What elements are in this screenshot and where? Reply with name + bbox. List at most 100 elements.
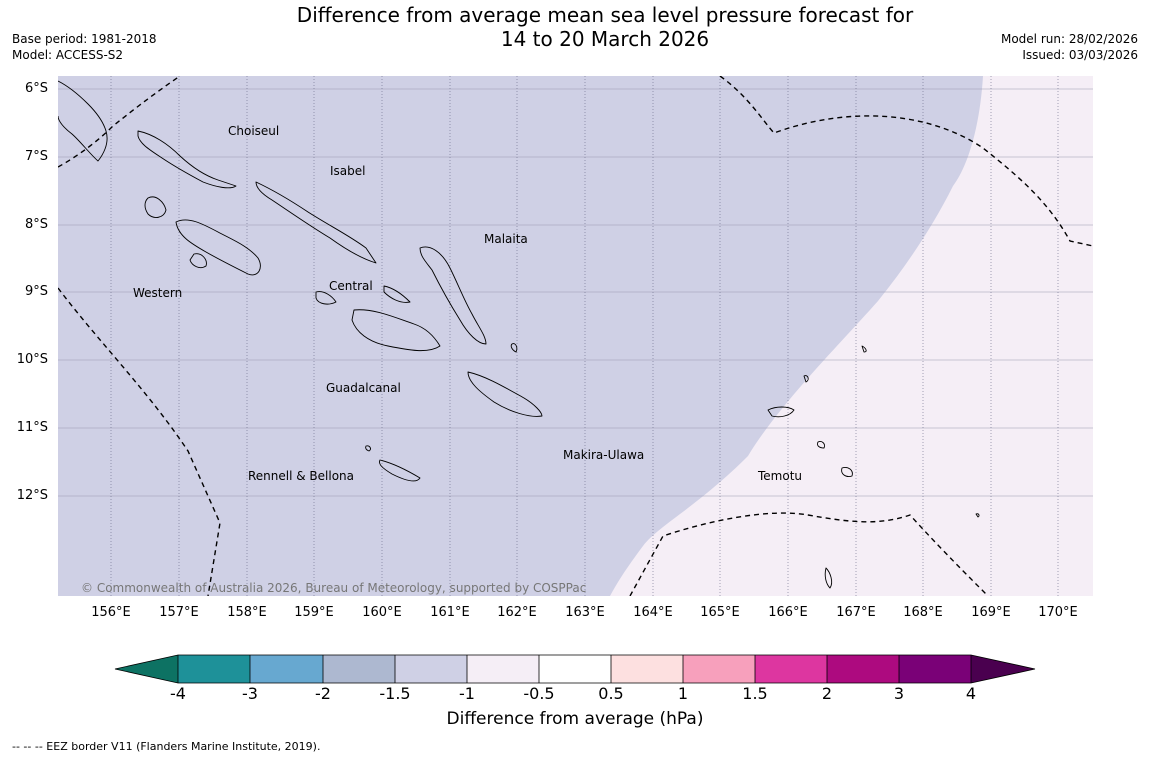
coast-vanikoro: [841, 467, 853, 477]
colorbar-swatch-7: [611, 655, 683, 683]
coast-vella-lavella: [144, 196, 167, 218]
colorbar-swatch-11: [899, 655, 971, 683]
colorbar-label: Difference from average (hPa): [446, 709, 704, 729]
coast-bellona: [365, 445, 371, 452]
region-label-isabel: Isabel: [330, 164, 365, 178]
coast-isabel: [255, 181, 377, 264]
eez-border-png: [58, 76, 181, 168]
region-label-temotu: Temotu: [757, 469, 802, 483]
colorbar-tick-10: 3: [893, 684, 905, 703]
eez-footnote: -- -- -- EEZ border V11 (Flanders Marine…: [12, 740, 321, 753]
lat-label-6s: 6°S: [24, 81, 48, 96]
eez-border-south: [629, 512, 989, 596]
lat-label-9s: 9°S: [24, 284, 48, 299]
coast-reef-islands: [803, 375, 809, 383]
colorbar-swatch-1: [178, 655, 250, 683]
lon-label-165e: 165°E: [700, 605, 740, 620]
lat-label-7s: 7°S: [24, 149, 48, 164]
colorbar-swatch-9: [755, 655, 827, 683]
colorbar-swatch-10: [827, 655, 899, 683]
coast-makira: [467, 371, 543, 417]
coast-guadalcanal: [351, 309, 441, 352]
coast-malaita: [419, 246, 487, 345]
colorbar-swatch-4: [395, 655, 467, 683]
lon-label-159e: 159°E: [294, 605, 334, 620]
lon-label-163e: 163°E: [565, 605, 605, 620]
coast-rennell: [379, 459, 421, 482]
region-label-western: Western: [133, 286, 182, 300]
colorbar-extend-high: [971, 655, 1035, 683]
region-label-choiseul: Choiseul: [228, 124, 279, 138]
colorbar-tick-4: -1: [459, 684, 475, 703]
lat-label-10s: 10°S: [16, 352, 48, 367]
colorbar-tick-0: -4: [170, 684, 186, 703]
eez-borders: [58, 76, 1093, 596]
run-info: Model run: 28/02/2026 Issued: 03/03/2026: [1001, 31, 1138, 63]
lon-label-166e: 166°E: [768, 605, 808, 620]
base-period-text: Base period: 1981-2018: [12, 32, 157, 46]
colorbar-tick-5: -0.5: [523, 684, 555, 703]
colorbar: [110, 650, 1040, 690]
issued-text: Issued: 03/03/2026: [1022, 48, 1138, 62]
colorbar-svg: [114, 654, 1036, 684]
colorbar-tick-7: 1: [677, 684, 689, 703]
lon-label-167e: 167°E: [836, 605, 876, 620]
lon-label-164e: 164°E: [633, 605, 673, 620]
colorbar-tick-11: 4: [965, 684, 977, 703]
coast-rendova: [189, 253, 207, 269]
latitude-gridlines: [58, 88, 1093, 497]
model-text: Model: ACCESS-S2: [12, 48, 124, 62]
colorbar-swatch-8: [683, 655, 755, 683]
lon-label-168e: 168°E: [903, 605, 943, 620]
lon-label-156e: 156°E: [91, 605, 131, 620]
coast-tikopia: [975, 513, 980, 518]
coast-utupua: [817, 441, 825, 449]
lat-label-12s: 12°S: [16, 488, 48, 503]
coast-anuta: [824, 567, 833, 589]
region-label-guadalcanal: Guadalcanal: [326, 381, 401, 395]
eez-border-vanuatu: [719, 76, 1093, 247]
map-title: Difference from average mean sea level p…: [200, 3, 1010, 51]
lon-label-160e: 160°E: [362, 605, 402, 620]
coast-santa-cruz: [767, 406, 795, 418]
map-panel: Choiseul Isabel Malaita Western Central …: [58, 76, 1093, 596]
model-info: Base period: 1981-2018 Model: ACCESS-S2: [12, 31, 157, 63]
map-canvas: Choiseul Isabel Malaita Western Central …: [58, 76, 1093, 596]
coast-ulawa: [510, 343, 518, 353]
lon-label-170e: 170°E: [1038, 605, 1078, 620]
model-run-text: Model run: 28/02/2026: [1000, 32, 1138, 46]
coast-bougainville: [58, 80, 108, 162]
coast-new-georgia: [175, 219, 261, 276]
colorbar-tick-9: 2: [821, 684, 833, 703]
coast-duff-islands: [861, 345, 867, 353]
coast-choiseul: [137, 130, 237, 189]
colorbar-tick-6: 0.5: [598, 684, 624, 703]
colorbar-tick-2: -2: [315, 684, 331, 703]
title-line-2: 14 to 20 March 2026: [500, 27, 710, 51]
lon-label-169e: 169°E: [971, 605, 1011, 620]
colorbar-tick-3: -1.5: [379, 684, 411, 703]
title-line-1: Difference from average mean sea level p…: [296, 3, 914, 27]
coast-russell-islands: [383, 285, 411, 303]
region-label-malaita: Malaita: [484, 232, 528, 246]
colorbar-swatch-5: [467, 655, 539, 683]
lat-label-11s: 11°S: [16, 420, 48, 435]
lon-label-158e: 158°E: [227, 605, 267, 620]
colorbar-outline: [114, 654, 1036, 684]
coast-florida-islands: [315, 291, 337, 305]
colorbar-tick-1: -3: [242, 684, 258, 703]
region-label-rennell-bellona: Rennell & Bellona: [248, 469, 354, 483]
coastlines: [58, 80, 980, 589]
colorbar-tick-8: 1.5: [742, 684, 768, 703]
eez-border-west: [58, 287, 221, 596]
colorbar-swatch-2: [250, 655, 323, 683]
copyright-notice: © Commonwealth of Australia 2026, Bureau…: [81, 581, 586, 595]
anomaly-fill-west: [58, 76, 983, 596]
lon-label-161e: 161°E: [430, 605, 470, 620]
lon-label-162e: 162°E: [497, 605, 537, 620]
colorbar-extend-low: [115, 655, 178, 683]
lon-label-157e: 157°E: [159, 605, 199, 620]
region-label-central: Central: [329, 279, 373, 293]
lat-label-8s: 8°S: [24, 217, 48, 232]
region-label-makira-ulawa: Makira-Ulawa: [563, 448, 644, 462]
